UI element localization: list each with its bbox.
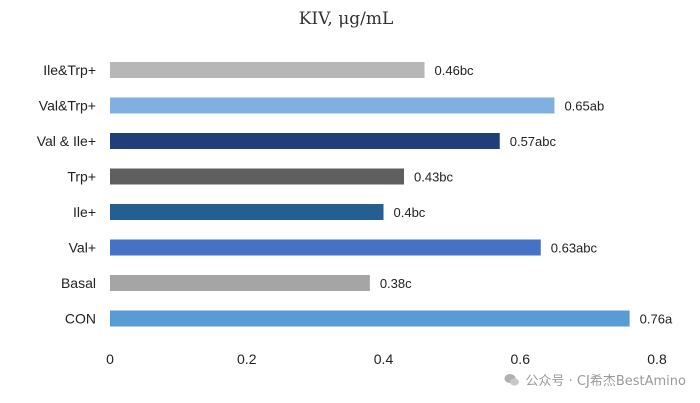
watermark: 公众号 · CJ希杰BestAmino — [504, 370, 686, 389]
bar-6 — [110, 275, 370, 291]
data-label: 0.76a — [640, 312, 673, 327]
data-label: 0.38c — [380, 276, 412, 291]
category-label: CON — [65, 311, 96, 327]
bar-4 — [110, 204, 384, 220]
bar-7 — [110, 310, 630, 327]
category-label: Trp+ — [67, 169, 96, 185]
category-label: Basal — [61, 275, 96, 291]
wechat-icon — [504, 373, 520, 387]
x-tick-label: 0 — [106, 351, 114, 367]
watermark-text: 公众号 · CJ希杰BestAmino — [525, 374, 686, 389]
data-label: 0.4bc — [394, 205, 426, 220]
chart-title: KIV, μg/mL — [299, 9, 394, 29]
data-label: 0.63abc — [551, 241, 598, 256]
data-label: 0.57abc — [510, 134, 557, 149]
bars-layer — [110, 62, 630, 327]
x-axis: 0 0.2 0.4 0.6 0.8 — [106, 351, 667, 367]
category-label: Val & Ile+ — [37, 133, 96, 149]
bar-3 — [110, 168, 405, 185]
data-label: 0.65ab — [564, 99, 604, 114]
x-tick-label: 0.8 — [647, 351, 667, 367]
x-tick-label: 0.2 — [237, 351, 257, 367]
data-label: 0.46bc — [435, 63, 475, 78]
category-label: Ile&Trp+ — [43, 62, 96, 78]
category-label: Val&Trp+ — [39, 98, 96, 114]
category-label: Ile+ — [73, 204, 96, 220]
category-label: Val+ — [69, 240, 96, 256]
bar-0 — [110, 62, 425, 78]
bar-1 — [110, 97, 555, 114]
labels-layer: Ile&Trp+ 0.46bc Val&Trp+ 0.65ab Val & Ile+ 0.… — [37, 62, 673, 327]
bar-5 — [110, 239, 541, 256]
data-label: 0.43bc — [414, 170, 454, 185]
x-tick-label: 0.6 — [511, 351, 531, 367]
bar-2 — [110, 133, 500, 149]
x-tick-label: 0.4 — [374, 351, 394, 367]
